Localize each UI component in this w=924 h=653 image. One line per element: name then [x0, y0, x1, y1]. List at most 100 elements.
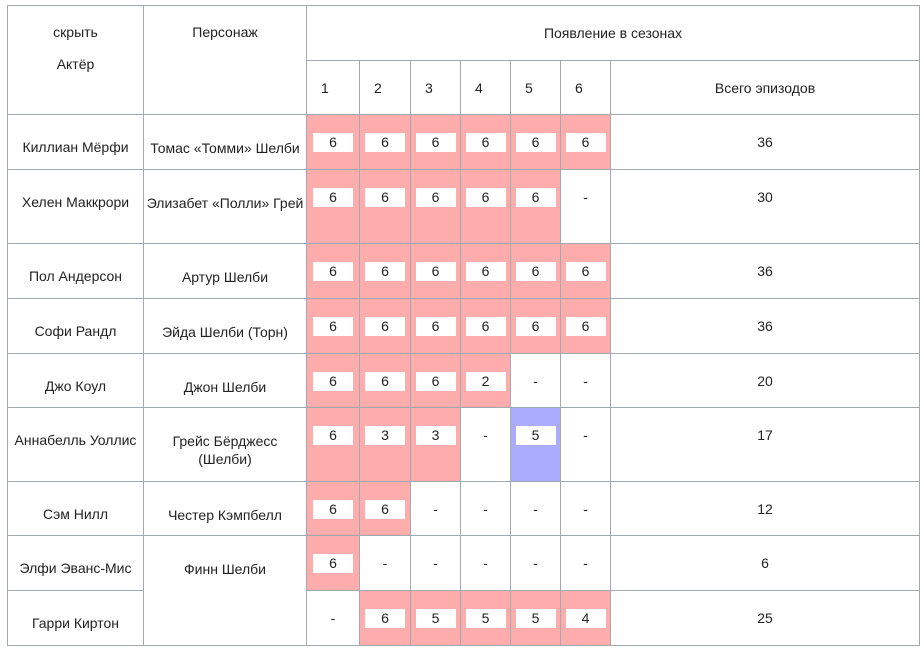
character-cell: Грейс Бёрджесс (Шелби): [143, 407, 307, 482]
episode-count: 6: [465, 317, 506, 336]
season-4-cell: 6: [460, 169, 511, 244]
episode-count: 6: [313, 554, 353, 573]
character-header: Персонаж: [143, 5, 307, 115]
actor-cell: Джо Коул: [7, 353, 144, 408]
season-1-cell: 6: [306, 535, 360, 591]
season-5-cell: -: [510, 353, 561, 408]
episode-count: 6: [313, 426, 353, 445]
total-episodes-cell: 20: [610, 353, 920, 408]
table-row: Аннабелль Уоллис Грейс Бёрджесс (Шелби) 6 3…: [7, 407, 920, 482]
episode-count: 3: [415, 426, 456, 445]
table-row: Хелен Маккрори Элизабет «Полли» Грей 6 6 6 6 6…: [7, 169, 920, 244]
episode-count: 6: [365, 133, 405, 152]
total-episodes-cell: 17: [610, 407, 920, 482]
table-row: Джо Коул Джон Шелби 6 6 6 2- -20: [7, 353, 920, 408]
hide-toggle-link[interactable]: скрыть: [53, 24, 98, 40]
episode-count: 6: [313, 188, 353, 207]
episode-count: 6: [565, 133, 606, 152]
season-4-cell: 6: [460, 298, 511, 354]
episode-count: 6: [415, 262, 456, 281]
table-row: Элфи Эванс-Мис Финн Шелби 6- - - - -6: [7, 535, 920, 646]
episode-count: 6: [365, 188, 405, 207]
episode-count: 6: [313, 262, 353, 281]
season-header-3: 3: [410, 60, 461, 115]
episode-count: 6: [415, 372, 456, 391]
episode-count: 6: [415, 317, 456, 336]
season-6-cell: -: [560, 353, 611, 408]
season-6-cell: 6: [560, 298, 611, 354]
episode-count: 6: [515, 188, 556, 207]
season-6-cell: 4: [560, 590, 611, 646]
episode-count: 6: [515, 317, 556, 336]
episode-count: 6: [465, 262, 506, 281]
season-2-cell: 6: [359, 481, 411, 536]
episode-count: 6: [565, 262, 606, 281]
episode-count: 6: [365, 262, 405, 281]
character-cell: Джон Шелби: [143, 353, 307, 408]
season-6-cell: -: [560, 535, 611, 591]
episode-count: 6: [313, 133, 353, 152]
season-3-cell: 3: [410, 407, 461, 482]
actor-cell: Элфи Эванс-Мис: [7, 535, 144, 591]
actor-header: скрыть Актёр: [7, 5, 144, 115]
episode-count: 5: [515, 609, 556, 628]
actor-cell: Киллиан Мёрфи: [7, 114, 144, 170]
character-cell: Элизабет «Полли» Грей: [143, 169, 307, 244]
season-1-cell: 6: [306, 298, 360, 354]
episode-count: 6: [465, 133, 506, 152]
total-episodes-cell: 36: [610, 298, 920, 354]
season-5-cell: 6: [510, 243, 561, 299]
season-6-cell: 6: [560, 243, 611, 299]
season-4-cell: -: [460, 481, 511, 536]
episode-count: 3: [365, 426, 405, 445]
table-row: Киллиан Мёрфи Томас «Томми» Шелби 6 6 6 6 6 6 36: [7, 114, 920, 170]
season-1-cell: 6: [306, 407, 360, 482]
season-5-cell: 6: [510, 169, 561, 244]
total-episodes-cell: 25: [610, 590, 920, 646]
season-header-5: 5: [510, 60, 561, 115]
table-row: Гарри Киртон -6 5 5 5 4 25: [7, 590, 920, 646]
season-6-cell: -: [560, 169, 611, 244]
season-2-cell: -: [359, 535, 411, 591]
character-cell: Томас «Томми» Шелби: [143, 114, 307, 170]
episode-count: 6: [365, 500, 405, 519]
episode-count: 6: [515, 262, 556, 281]
season-4-cell: -: [460, 407, 511, 482]
actor-cell: Сэм Нилл: [7, 481, 144, 536]
season-2-cell: 6: [359, 353, 411, 408]
actor-cell: Хелен Маккрори: [7, 169, 144, 244]
season-4-cell: 2: [460, 353, 511, 408]
cast-table: скрыть Актёр Персонаж Появление в сезона…: [7, 5, 920, 646]
season-3-cell: 6: [410, 298, 461, 354]
table-row: Софи Рандл Эйда Шелби (Торн) 6 6 6 6 6 6 36: [7, 298, 920, 354]
season-5-cell: 5: [510, 590, 561, 646]
season-1-cell: -: [306, 590, 360, 646]
total-episodes-cell: 30: [610, 169, 920, 244]
season-6-cell: -: [560, 481, 611, 536]
episode-count: 5: [515, 426, 556, 445]
episode-count: 5: [465, 609, 506, 628]
table-row: Пол Андерсон Артур Шелби 6 6 6 6 6 6 36: [7, 243, 920, 299]
season-5-cell: -: [510, 535, 561, 591]
season-5-cell: -: [510, 481, 561, 536]
season-3-cell: 6: [410, 353, 461, 408]
season-header-2: 2: [359, 60, 411, 115]
character-cell: Честер Кэмпбелл: [143, 481, 307, 536]
season-1-cell: 6: [306, 243, 360, 299]
season-4-cell: 6: [460, 243, 511, 299]
episode-count: 6: [365, 609, 405, 628]
season-6-cell: -: [560, 407, 611, 482]
season-1-cell: 6: [306, 481, 360, 536]
episode-count: 6: [313, 317, 353, 336]
season-2-cell: 6: [359, 243, 411, 299]
season-3-cell: -: [410, 535, 461, 591]
episode-count: 6: [415, 133, 456, 152]
total-episodes-cell: 36: [610, 243, 920, 299]
actor-cell: Аннабелль Уоллис: [7, 407, 144, 482]
total-episodes-header: Всего эпизодов: [610, 60, 920, 115]
season-header-1: 1: [306, 60, 360, 115]
actor-header-label: Актёр: [56, 56, 95, 72]
total-episodes-cell: 12: [610, 481, 920, 536]
season-2-cell: 3: [359, 407, 411, 482]
season-1-cell: 6: [306, 169, 360, 244]
